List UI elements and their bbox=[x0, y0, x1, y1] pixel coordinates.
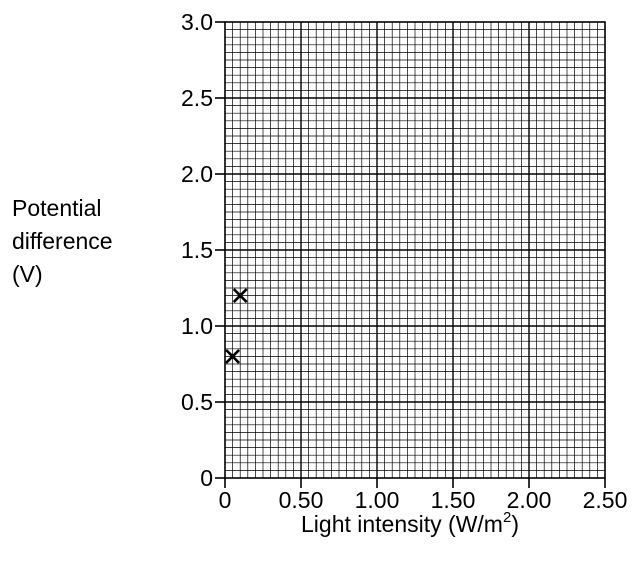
y-tick-label: 1.5 bbox=[181, 237, 213, 263]
y-tick-label: 3.0 bbox=[181, 9, 213, 35]
x-tick-label: 1.50 bbox=[431, 487, 476, 513]
y-tick-label: 1.0 bbox=[181, 313, 213, 339]
data-points bbox=[225, 288, 248, 364]
x-tick-label: 0.50 bbox=[279, 487, 324, 513]
y-axis-label-line-1: Potential bbox=[12, 195, 102, 221]
y-axis-label: Potential difference (V) bbox=[12, 192, 113, 291]
data-point-cross bbox=[232, 288, 248, 304]
x-axis-label: Light intensity (W/m2) bbox=[301, 509, 519, 537]
y-tick-label: 0 bbox=[200, 465, 213, 491]
tick-labels: 0 0.5 1.0 1.5 2.0 2.5 3.0 0 0.50 1.00 1.50 2.00 2.50 bbox=[181, 9, 627, 513]
y-tick-label: 2.5 bbox=[181, 85, 213, 111]
x-tick-label: 0 bbox=[219, 487, 232, 513]
x-tick-label: 2.50 bbox=[583, 487, 628, 513]
y-axis-label-line-2: difference bbox=[12, 228, 113, 254]
y-axis-label-line-3: (V) bbox=[12, 261, 43, 287]
y-tick-label: 0.5 bbox=[181, 389, 213, 415]
data-point-cross bbox=[225, 348, 241, 364]
x-tick-label: 2.00 bbox=[507, 487, 552, 513]
y-tick-label: 2.0 bbox=[181, 161, 213, 187]
major-grid bbox=[225, 22, 605, 478]
x-tick-label: 1.00 bbox=[355, 487, 400, 513]
tick-marks bbox=[215, 21, 606, 488]
